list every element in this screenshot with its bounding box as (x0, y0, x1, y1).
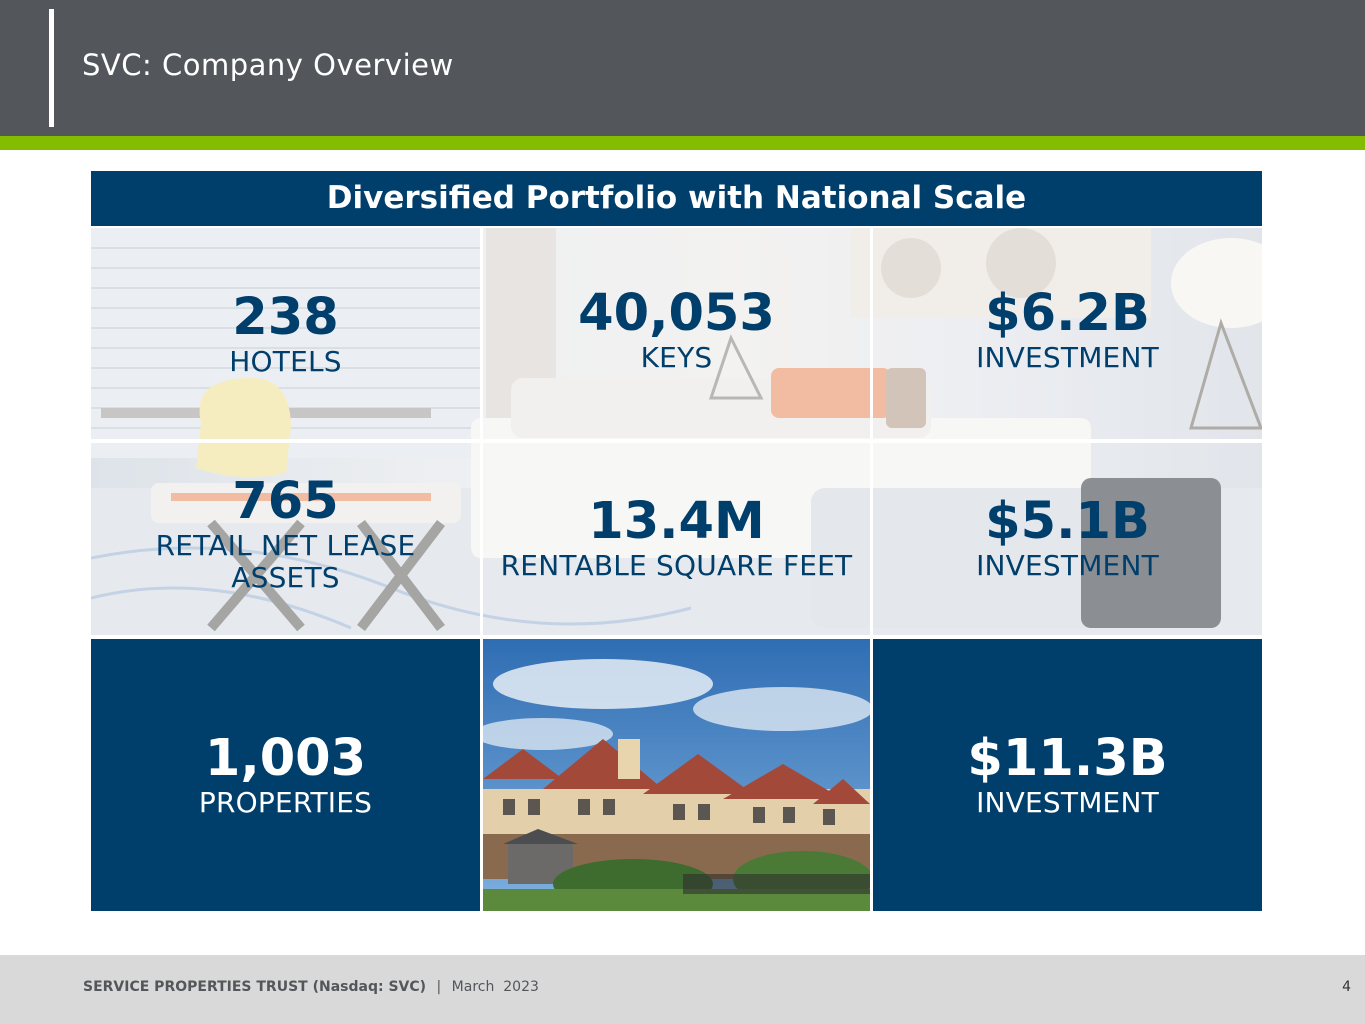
grid-divider (870, 228, 873, 638)
stat-label: RENTABLE SQUARE FEET (500, 549, 853, 582)
footer-date: March 2023 (451, 979, 539, 995)
stat-value: 1,003 (204, 729, 367, 788)
stat-total-investment: $11.3B INVESTMENT (873, 731, 1262, 819)
stat-properties: 1,003 PROPERTIES (91, 731, 480, 819)
footer-text: SERVICE PROPERTIES TRUST (Nasdaq: SVC) |… (83, 979, 539, 995)
stat-hotel-investment: $6.2B INVESTMENT (873, 286, 1262, 374)
stat-label: INVESTMENT (976, 786, 1159, 819)
stat-value: $6.2B (985, 284, 1150, 343)
grid-divider (91, 635, 1262, 639)
header-green-rule (0, 136, 1365, 150)
stat-label: INVESTMENT (976, 341, 1159, 374)
page-number: 4 (1342, 979, 1351, 995)
stat-retail-assets: 765 RETAIL NET LEASE ASSETS (91, 474, 480, 594)
stat-value: $5.1B (985, 492, 1150, 551)
footer-separator: | (436, 979, 442, 995)
stat-label: HOTELS (229, 345, 342, 378)
stat-properties-panel: 1,003 PROPERTIES (91, 639, 480, 911)
hotel-building-photo (483, 639, 870, 911)
footer-company: SERVICE PROPERTIES TRUST (Nasdaq: SVC) (83, 979, 427, 995)
stat-label: ASSETS (231, 561, 340, 594)
stats-grid: 238 HOTELS 40,053 KEYS $6.2B INVESTMENT … (91, 228, 1262, 911)
grid-divider (480, 228, 483, 638)
stat-label: INVESTMENT (976, 549, 1159, 582)
stat-value: $11.3B (967, 729, 1168, 788)
hotel-room-photo (91, 228, 1262, 638)
page-title: SVC: Company Overview (82, 48, 454, 82)
stat-hotels: 238 HOTELS (91, 290, 480, 378)
stat-value: 238 (232, 288, 339, 347)
stat-value: 13.4M (588, 492, 765, 551)
stat-value: 40,053 (578, 284, 775, 343)
stat-total-investment-panel: $11.3B INVESTMENT (873, 639, 1262, 911)
slide-header: SVC: Company Overview (0, 0, 1365, 136)
stat-keys: 40,053 KEYS (483, 286, 870, 374)
grid-divider (91, 439, 1262, 443)
stat-retail-investment: $5.1B INVESTMENT (873, 494, 1262, 582)
stat-label: RETAIL NET LEASE (155, 529, 416, 562)
stat-label: KEYS (640, 341, 713, 374)
slide-footer: SERVICE PROPERTIES TRUST (Nasdaq: SVC) |… (0, 955, 1365, 1024)
header-accent-bar (49, 9, 54, 127)
stat-value: 765 (232, 472, 339, 531)
portfolio-banner: Diversified Portfolio with National Scal… (91, 171, 1262, 226)
stat-square-feet: 13.4M RENTABLE SQUARE FEET (483, 494, 870, 582)
stat-label: PROPERTIES (198, 786, 373, 819)
